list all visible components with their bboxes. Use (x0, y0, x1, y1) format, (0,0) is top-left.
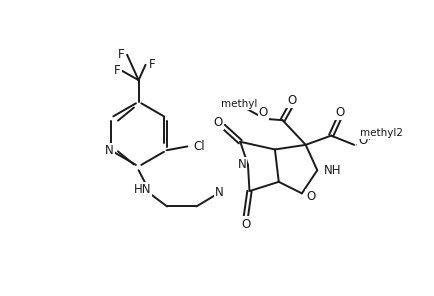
Text: O: O (240, 218, 250, 231)
Text: O: O (306, 190, 315, 203)
Text: NH: NH (323, 164, 340, 177)
Text: O: O (335, 106, 344, 119)
Text: methyl: methyl (220, 99, 256, 109)
Text: F: F (117, 48, 124, 61)
Text: F: F (113, 64, 120, 77)
Text: methyl2: methyl2 (359, 128, 402, 138)
Text: N: N (214, 186, 224, 199)
Text: HN: HN (133, 183, 151, 196)
Text: N: N (105, 144, 113, 157)
Text: O: O (258, 106, 267, 119)
Text: F: F (148, 58, 155, 71)
Text: O: O (286, 94, 296, 107)
Text: N: N (237, 158, 246, 171)
Text: O: O (213, 116, 222, 129)
Text: Cl: Cl (193, 140, 205, 153)
Text: O: O (357, 134, 366, 147)
